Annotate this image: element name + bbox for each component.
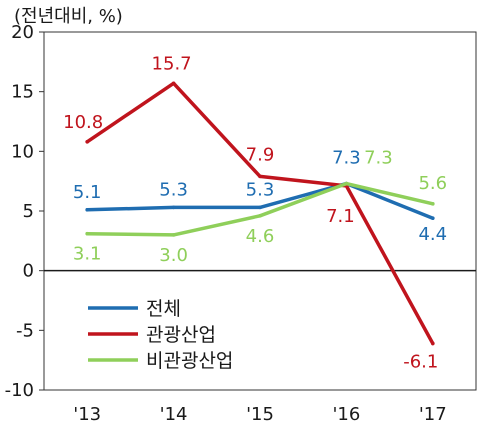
data-label: 7.3 <box>364 148 393 169</box>
data-point <box>431 341 435 346</box>
data-label: 3.0 <box>159 245 188 266</box>
data-label: 5.6 <box>418 173 447 194</box>
x-tick-label: '17 <box>419 404 447 425</box>
legend-label: 비관광산업 <box>146 350 233 372</box>
data-label: 5.3 <box>159 179 188 200</box>
data-point <box>85 231 89 236</box>
y-unit-label: (전년대비, %) <box>14 6 123 27</box>
x-tick-label: '16 <box>332 404 360 425</box>
data-label: 10.8 <box>63 112 103 133</box>
data-point <box>431 202 435 206</box>
x-tick-label: '13 <box>73 404 101 425</box>
data-label: 7.1 <box>326 206 355 227</box>
data-label: -6.1 <box>403 351 438 372</box>
y-tick-label: 15 <box>11 82 34 103</box>
legend-label: 관광산업 <box>146 324 216 346</box>
data-point <box>171 81 176 86</box>
data-point <box>85 208 89 212</box>
data-point <box>258 174 262 179</box>
data-point <box>431 216 435 220</box>
data-label: 7.3 <box>332 148 361 169</box>
x-tick-label: '14 <box>160 404 188 425</box>
data-point <box>258 205 262 210</box>
y-tick-label: 10 <box>11 141 34 162</box>
y-tick-label: 0 <box>23 261 34 282</box>
y-tick-label: -5 <box>16 320 34 341</box>
data-point <box>258 213 262 218</box>
data-label: 5.1 <box>73 182 102 203</box>
legend-label: 전체 <box>146 298 181 320</box>
data-label: 15.7 <box>152 53 192 74</box>
data-label: 4.6 <box>246 226 275 247</box>
y-tick-label: 20 <box>11 22 34 43</box>
x-tick-label: '15 <box>246 404 274 425</box>
data-point <box>85 139 89 144</box>
data-point <box>171 233 176 237</box>
y-tick-label: -10 <box>5 380 34 401</box>
data-label: 5.3 <box>246 179 275 200</box>
data-label: 7.9 <box>246 144 275 165</box>
data-point <box>344 181 349 186</box>
series-line-2 <box>85 81 435 346</box>
data-label: 4.4 <box>418 224 447 245</box>
y-tick-label: 5 <box>23 201 34 222</box>
data-point <box>171 205 176 210</box>
data-label: 3.1 <box>73 244 102 265</box>
